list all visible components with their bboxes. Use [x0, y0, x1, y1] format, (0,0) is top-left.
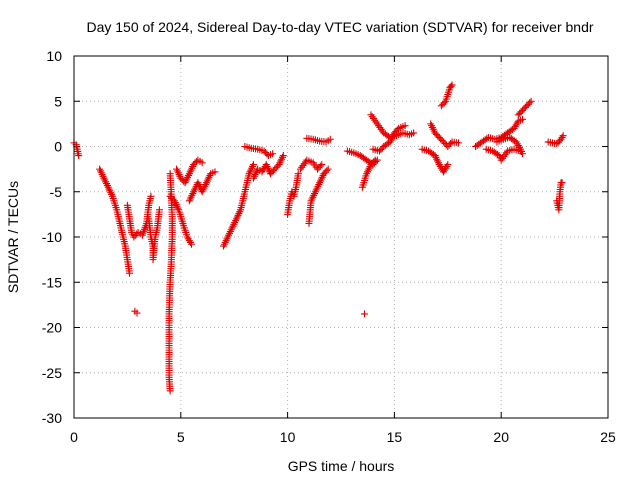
series-seg4: [145, 206, 163, 264]
x-tick-label: 15: [387, 429, 403, 445]
data-point: [269, 150, 277, 158]
series-seg14: [296, 156, 326, 173]
data-point: [393, 126, 401, 134]
data-point: [75, 152, 83, 160]
data-point: [147, 192, 155, 200]
series-seg18: [358, 156, 379, 191]
data-point: [316, 162, 324, 170]
data-point: [323, 167, 331, 175]
data-point: [279, 152, 287, 160]
series-seg13: [284, 170, 302, 218]
data-point: [126, 269, 134, 277]
series-seg9: [185, 168, 219, 205]
data-point: [155, 206, 163, 214]
series-seg29: [544, 132, 567, 148]
data-point: [444, 161, 452, 169]
data-point: [318, 161, 326, 169]
y-tick-label: -30: [42, 410, 62, 426]
data-point: [558, 179, 566, 187]
series-seg1: [70, 139, 83, 160]
data-point: [187, 240, 195, 248]
series-seg30: [553, 179, 566, 214]
series-seg26: [482, 145, 524, 164]
series-seg27: [493, 133, 527, 158]
x-tick-label: 25: [600, 429, 616, 445]
data-point: [519, 150, 527, 158]
series-seg28: [514, 97, 535, 119]
series-seg21: [360, 310, 368, 318]
data-point: [519, 115, 527, 123]
series-seg11: [241, 143, 277, 160]
series-seg8: [173, 156, 206, 187]
chart-title: Day 150 of 2024, Sidereal Day-to-day VTE…: [86, 19, 593, 35]
y-tick-label: 5: [54, 93, 62, 109]
axis-ticks: 0 5 10 15 20 25 -30 -25 -20 -15 -10 -5 0 5 10: [42, 48, 616, 445]
x-axis-label: GPS time / hours: [288, 458, 395, 474]
x-tick-label: 10: [280, 429, 296, 445]
data-point: [440, 99, 448, 107]
series-seg12: [249, 152, 287, 182]
data-point: [410, 129, 418, 137]
data-point: [360, 310, 368, 318]
series-seg7: [166, 192, 195, 248]
series-seg24: [437, 81, 456, 110]
data-point: [133, 309, 141, 317]
data-point: [527, 97, 535, 105]
data-point: [198, 159, 206, 167]
data-point: [371, 156, 379, 164]
data-point: [326, 135, 334, 143]
series-seg20: [369, 122, 409, 155]
data-point: [526, 99, 534, 107]
x-tick-label: 0: [70, 429, 78, 445]
y-tick-label: 0: [54, 139, 62, 155]
data-point: [370, 158, 378, 166]
y-tick-label: -10: [42, 229, 62, 245]
data-points: [70, 81, 567, 395]
data-point: [401, 122, 409, 130]
data-point: [447, 139, 455, 147]
series-seg16: [305, 165, 332, 227]
y-tick-label: -15: [42, 274, 62, 290]
series-seg22: [418, 145, 452, 176]
data-point: [559, 132, 567, 140]
data-point: [454, 139, 462, 147]
series-seg23: [427, 120, 462, 150]
data-point: [448, 81, 456, 89]
series-seg15: [303, 134, 334, 146]
series-seg10: [220, 161, 257, 250]
data-point: [447, 82, 455, 90]
plot-frame: [73, 55, 609, 419]
y-tick-label: -5: [50, 184, 63, 200]
series-seg2: [96, 165, 134, 277]
series-seg5: [131, 307, 141, 317]
data-point: [249, 161, 257, 169]
data-point: [324, 165, 332, 173]
y-tick-label: 10: [46, 48, 62, 64]
x-tick-label: 20: [493, 429, 509, 445]
data-point: [211, 168, 219, 176]
y-tick-label: -25: [42, 365, 62, 381]
data-point: [166, 387, 174, 395]
y-axis-label: SDTVAR / TECUs: [5, 181, 21, 293]
data-point: [294, 170, 302, 178]
x-tick-label: 5: [177, 429, 185, 445]
y-tick-label: -20: [42, 320, 62, 336]
